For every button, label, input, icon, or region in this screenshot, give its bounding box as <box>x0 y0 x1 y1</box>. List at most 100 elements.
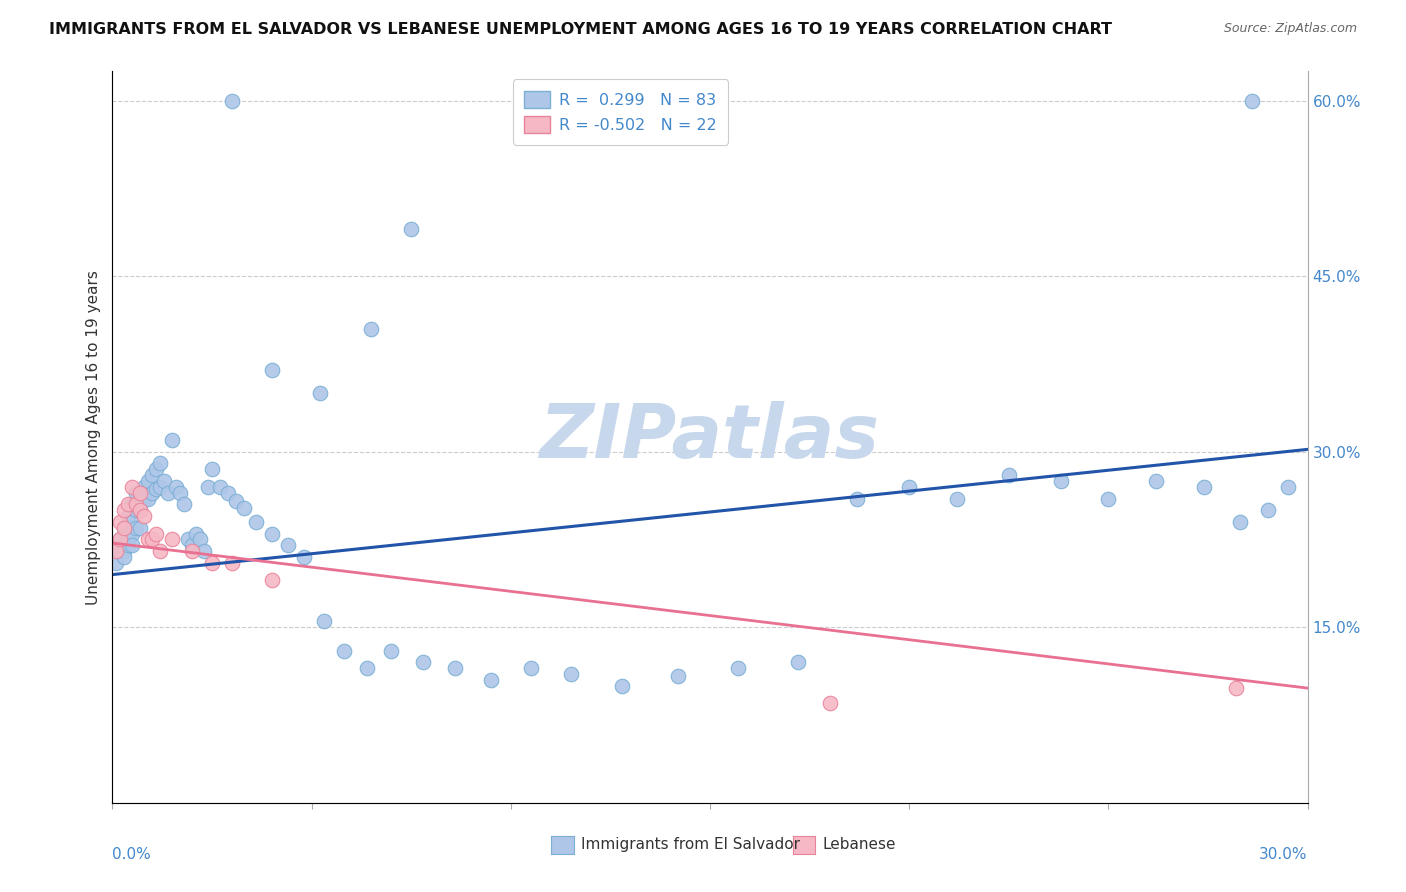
Point <box>129 485 152 500</box>
Point <box>188 533 211 547</box>
Point <box>114 521 135 535</box>
Point <box>110 515 132 529</box>
Point <box>117 521 139 535</box>
Point <box>129 521 152 535</box>
Point <box>1229 515 1251 529</box>
Point <box>145 526 167 541</box>
Point <box>162 533 183 547</box>
Point <box>201 462 224 476</box>
Point <box>110 533 132 547</box>
Point <box>110 533 132 547</box>
Point <box>818 696 841 710</box>
Point <box>444 661 467 675</box>
Point <box>121 480 143 494</box>
Point <box>846 491 869 506</box>
Point <box>520 661 543 675</box>
Point <box>110 544 132 558</box>
Point <box>1192 480 1215 494</box>
Point <box>221 94 243 108</box>
Point <box>121 515 143 529</box>
Text: Source: ZipAtlas.com: Source: ZipAtlas.com <box>1223 22 1357 36</box>
Point <box>221 556 243 570</box>
Point <box>401 222 423 236</box>
Point <box>114 549 135 564</box>
Point <box>197 480 219 494</box>
Text: ZIPatlas: ZIPatlas <box>540 401 880 474</box>
Point <box>786 656 808 670</box>
Point <box>121 526 143 541</box>
Point <box>165 480 187 494</box>
Legend: R =  0.299   N = 83, R = -0.502   N = 22: R = 0.299 N = 83, R = -0.502 N = 22 <box>513 79 728 145</box>
Point <box>169 485 191 500</box>
Text: 30.0%: 30.0% <box>1260 847 1308 863</box>
Point <box>149 480 172 494</box>
Point <box>201 556 224 570</box>
Point <box>360 322 382 336</box>
Point <box>125 521 148 535</box>
Point <box>157 485 180 500</box>
Point <box>412 656 434 670</box>
Y-axis label: Unemployment Among Ages 16 to 19 years: Unemployment Among Ages 16 to 19 years <box>86 269 101 605</box>
Point <box>129 485 152 500</box>
Point <box>114 544 135 558</box>
Point <box>141 485 163 500</box>
Point <box>479 673 502 687</box>
Point <box>138 491 160 506</box>
Text: Immigrants from El Salvador: Immigrants from El Salvador <box>581 838 800 852</box>
Point <box>1225 681 1247 695</box>
Point <box>1049 474 1071 488</box>
Point <box>217 485 239 500</box>
Point <box>946 491 969 506</box>
Point <box>225 494 247 508</box>
Point <box>138 474 160 488</box>
Point <box>105 556 128 570</box>
Point <box>173 497 195 511</box>
Point <box>560 667 582 681</box>
Point <box>193 544 215 558</box>
Point <box>277 538 299 552</box>
Point <box>114 503 135 517</box>
Point <box>1240 94 1263 108</box>
Text: IMMIGRANTS FROM EL SALVADOR VS LEBANESE UNEMPLOYMENT AMONG AGES 16 TO 19 YEARS C: IMMIGRANTS FROM EL SALVADOR VS LEBANESE … <box>49 22 1112 37</box>
Point <box>134 491 156 506</box>
Point <box>233 500 256 515</box>
Point <box>181 538 204 552</box>
Point <box>129 503 152 517</box>
Point <box>260 526 283 541</box>
Point <box>105 544 128 558</box>
Point <box>138 533 160 547</box>
Point <box>612 679 634 693</box>
Point <box>1257 503 1279 517</box>
Point <box>121 497 143 511</box>
Point <box>117 533 139 547</box>
Point <box>134 480 156 494</box>
Point <box>380 643 402 657</box>
Point <box>186 526 208 541</box>
Text: Lebanese: Lebanese <box>823 838 896 852</box>
Point <box>332 643 354 657</box>
Point <box>181 544 204 558</box>
Point <box>114 538 135 552</box>
Point <box>141 533 163 547</box>
Point <box>129 503 152 517</box>
Point <box>125 503 148 517</box>
Point <box>134 509 156 524</box>
Point <box>1097 491 1119 506</box>
Point <box>149 544 172 558</box>
Point <box>998 468 1021 483</box>
Point <box>117 509 139 524</box>
Point <box>727 661 749 675</box>
Point <box>162 433 183 447</box>
Point <box>245 515 267 529</box>
Point <box>121 538 143 552</box>
Point <box>260 574 283 588</box>
Point <box>292 549 315 564</box>
Point <box>1144 474 1167 488</box>
Point <box>149 457 172 471</box>
Point <box>209 480 232 494</box>
Point <box>125 485 148 500</box>
Point <box>145 462 167 476</box>
Point <box>312 615 335 629</box>
Point <box>260 363 283 377</box>
Text: 0.0%: 0.0% <box>112 847 152 863</box>
